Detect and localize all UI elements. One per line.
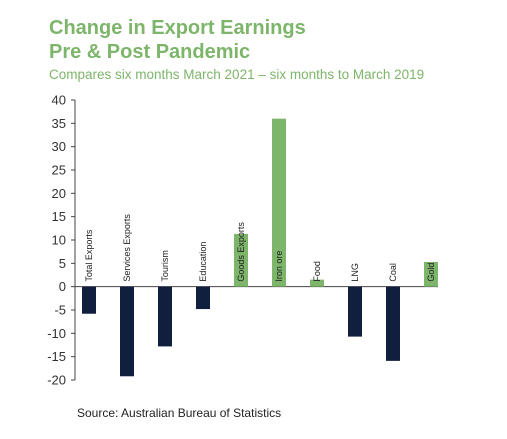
bar-total-exports	[82, 286, 96, 314]
category-label: LNG	[350, 263, 360, 282]
bar-tourism	[158, 286, 172, 347]
category-label: Tourism	[160, 250, 170, 282]
chart-title-line-2: Pre & Post Pandemic	[49, 41, 251, 63]
category-label: Gold	[426, 263, 436, 282]
y-tick-label: -5	[54, 303, 66, 318]
category-label: Goods Exports	[236, 222, 246, 282]
bar-education	[196, 286, 210, 310]
category-label: Coal	[388, 263, 398, 282]
y-tick-label: 25	[52, 163, 66, 178]
category-label: Total Exports	[84, 229, 94, 282]
y-tick-label: 30	[52, 139, 66, 154]
bar-goods-exports	[234, 233, 248, 287]
category-label: Iron ore	[274, 251, 284, 282]
category-label: Education	[198, 242, 208, 282]
category-labels: Total Exports Services Exports Tourism Educ…	[84, 214, 436, 282]
y-tick-label: 20	[52, 186, 66, 201]
y-tick-label: 5	[59, 256, 66, 271]
bar-gold	[424, 261, 438, 287]
y-tick-label: 0	[59, 279, 66, 294]
bar-lng	[348, 286, 362, 337]
chart-subtitle: Compares six months March 2021 – six mon…	[49, 67, 425, 82]
chart-title-line-1: Change in Export Earnings	[49, 17, 306, 39]
y-axis: -20 -15 -10 -5 0 5 10 15 20 25 30 35 40	[47, 93, 438, 388]
bars	[82, 118, 438, 377]
y-tick-label: -15	[47, 349, 66, 364]
bar-coal	[386, 286, 400, 361]
bar-iron-ore	[272, 118, 286, 287]
y-tick-label: -10	[47, 326, 66, 341]
category-label: Food	[312, 261, 322, 282]
category-label: Services Exports	[122, 214, 132, 282]
bar-food	[310, 279, 324, 287]
bar-services-exports	[120, 286, 134, 377]
y-tick-label: 10	[52, 233, 66, 248]
chart-title: Change in Export Earnings Pre & Post Pan…	[49, 16, 306, 64]
y-tick-label: -20	[47, 373, 66, 388]
y-tick-label: 40	[52, 93, 66, 108]
y-tick-label: 15	[52, 209, 66, 224]
y-tick-label: 35	[52, 116, 66, 131]
source-note: Source: Australian Bureau of Statistics	[77, 406, 282, 420]
